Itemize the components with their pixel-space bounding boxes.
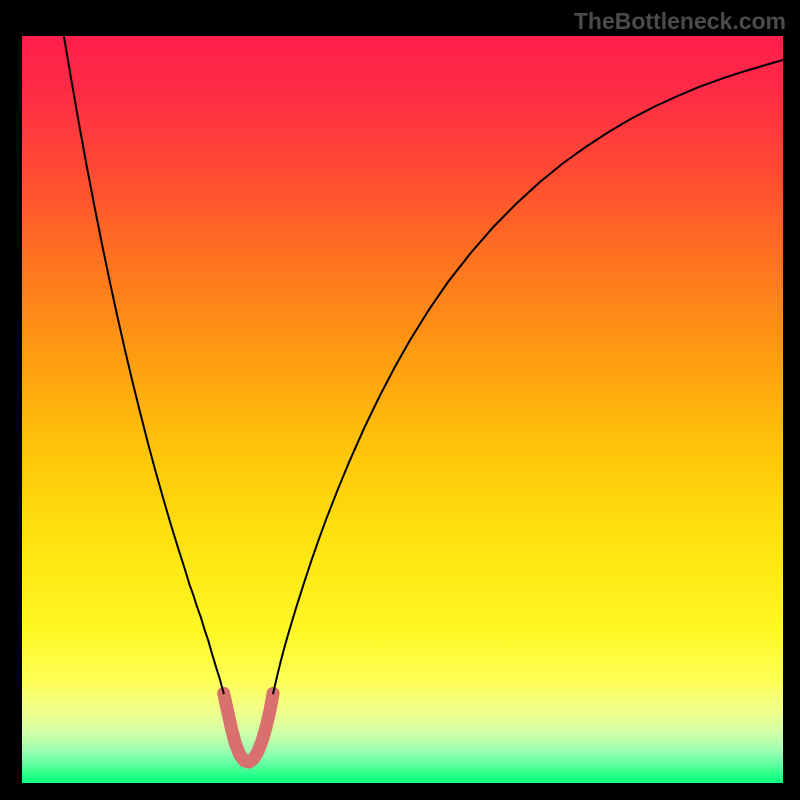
plot-area <box>22 36 783 783</box>
frame-left <box>0 0 22 800</box>
watermark-text: TheBottleneck.com <box>574 8 786 35</box>
frame-right <box>783 0 800 800</box>
chart-svg <box>22 36 783 783</box>
frame-bottom <box>0 783 800 800</box>
